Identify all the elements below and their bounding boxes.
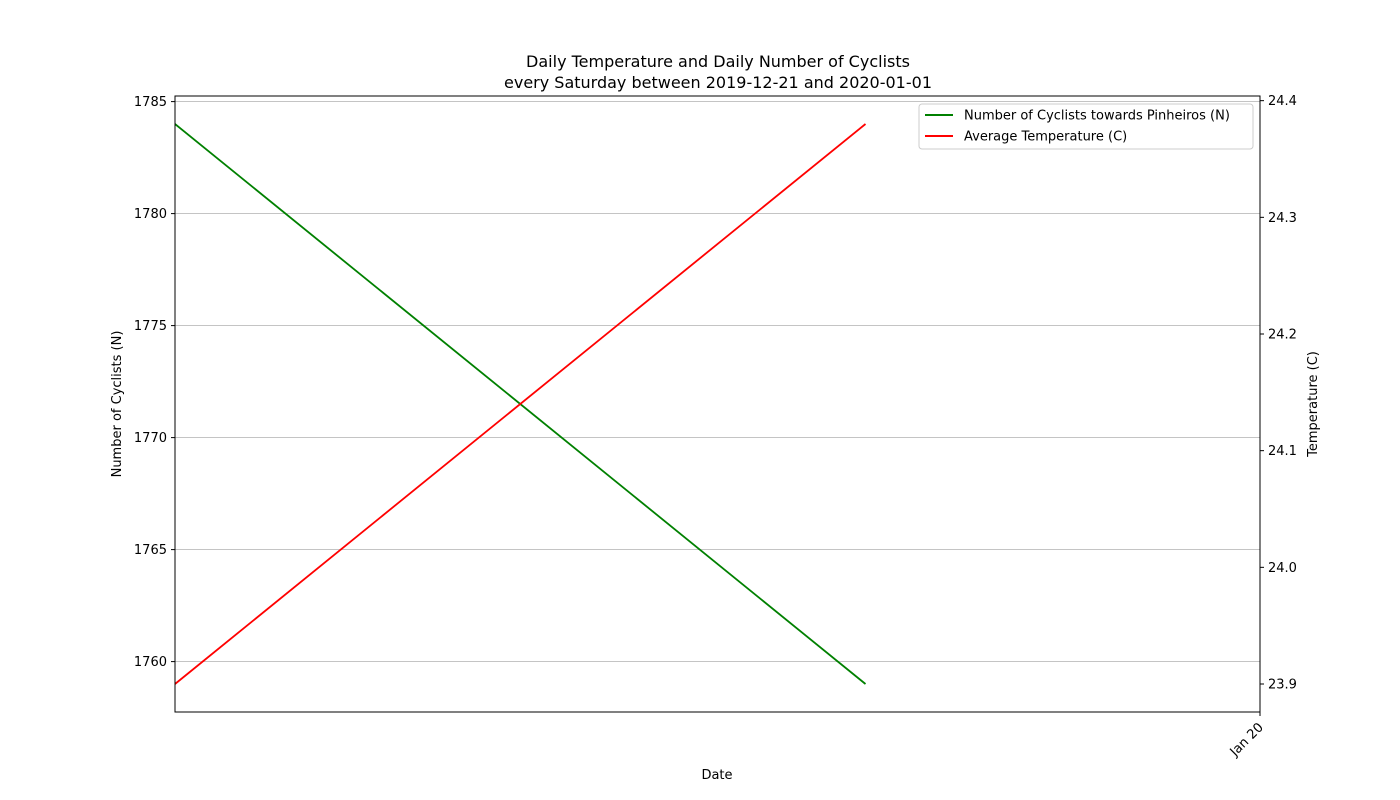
right-tick-label: 24.1 — [1268, 444, 1297, 459]
right-tick-label: 24.0 — [1268, 561, 1297, 576]
series-line-2 — [174, 123, 867, 685]
right-tick-label: 24.2 — [1268, 328, 1297, 343]
right-tick-label: 23.9 — [1268, 678, 1297, 693]
x-axis-ticks: Jan 20 — [1227, 712, 1267, 760]
legend-box — [918, 103, 1254, 150]
chart-title-line: every Saturday between 2019-12-21 and 20… — [504, 73, 932, 92]
left-tick-label: 1785 — [134, 95, 167, 110]
left-tick-label: 1770 — [134, 431, 167, 446]
left-tick-label: 1775 — [134, 319, 167, 334]
right-tick-label: 24.3 — [1268, 211, 1297, 226]
chart-title-line: Daily Temperature and Daily Number of Cy… — [526, 52, 910, 71]
series-lines — [174, 123, 867, 685]
legend-label: Average Temperature (C) — [964, 130, 1127, 145]
left-axis-label: Number of Cyclists (N) — [110, 331, 125, 478]
left-tick-label: 1780 — [134, 207, 167, 222]
gridlines — [175, 101, 1260, 662]
x-tick-label: Jan 20 — [1227, 720, 1267, 760]
chart-title: Daily Temperature and Daily Number of Cy… — [504, 52, 932, 92]
left-axis-ticks: 1760 1765 1770 1775 1780 1785 — [134, 95, 175, 670]
right-axis-label: Temperature (C) — [1306, 351, 1321, 458]
x-axis-label: Date — [701, 768, 732, 783]
right-tick-label: 24.4 — [1268, 94, 1297, 109]
legend-label: Number of Cyclists towards Pinheiros (N) — [964, 109, 1230, 124]
legend: Number of Cyclists towards Pinheiros (N)… — [918, 103, 1254, 150]
left-tick-label: 1760 — [134, 655, 167, 670]
left-tick-label: 1765 — [134, 543, 167, 558]
right-axis-ticks: 23.9 24.0 24.1 24.2 24.3 24.4 — [1260, 94, 1297, 693]
plot-frame — [174, 95, 1261, 713]
